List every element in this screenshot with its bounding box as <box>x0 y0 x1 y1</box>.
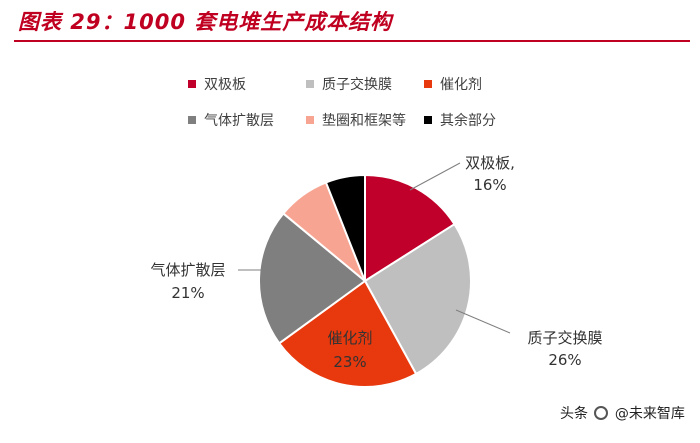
watermark: 头条 @未来智库 <box>560 403 685 423</box>
data-label-membrane-value: 26% <box>548 351 581 369</box>
legend-item-bipolar-plate: 双极板 <box>188 74 306 94</box>
legend-item-catalyst: 催化剂 <box>424 74 554 94</box>
data-label-bipolar-plate-value: 16% <box>473 176 506 194</box>
legend-label: 垫圈和框架等 <box>322 113 406 129</box>
page-title: 图表 29：1000 套电堆生产成本结构 <box>18 10 393 34</box>
data-label-catalyst-value: 23% <box>333 353 366 371</box>
title-rule <box>14 40 690 42</box>
pie-slice-other <box>324 173 366 282</box>
chart-legend: 双极板 质子交换膜 催化剂 气体扩散层 垫圈和框架等 其余部分 <box>188 74 568 130</box>
leader-lines <box>238 162 511 334</box>
legend-swatch <box>188 80 196 88</box>
legend-swatch <box>306 116 314 124</box>
pie-slice-membrane <box>363 222 472 376</box>
pie-slices <box>258 173 472 388</box>
legend-item-gasket-frame: 垫圈和框架等 <box>306 110 424 130</box>
legend-label: 其余部分 <box>440 113 496 129</box>
legend-item-gas-diffusion-layer: 气体扩散层 <box>188 110 306 130</box>
legend-label: 质子交换膜 <box>322 77 392 93</box>
legend-swatch <box>424 80 432 88</box>
leader-line-bipolar-plate <box>409 162 461 191</box>
pie-slice-catalyst <box>277 279 418 388</box>
watermark-source-left: 头条 <box>560 406 588 422</box>
legend-label: 双极板 <box>204 77 246 93</box>
pie-slice-gas-diffusion-layer <box>258 212 367 345</box>
data-label-catalyst-name: 催化剂 <box>327 329 372 347</box>
legend-item-membrane: 质子交换膜 <box>306 74 424 94</box>
data-label-membrane-name: 质子交换膜 <box>527 329 602 347</box>
pie-slice-bipolar-plate <box>364 173 456 283</box>
data-label-gas-diffusion-value: 21% <box>171 284 204 302</box>
legend-swatch <box>424 116 432 124</box>
legend-item-other: 其余部分 <box>424 110 554 130</box>
legend-label: 催化剂 <box>440 77 482 93</box>
leader-line-membrane <box>455 309 511 334</box>
legend-swatch <box>306 80 314 88</box>
data-label-bipolar-plate-name: 双极板, <box>465 154 515 172</box>
watermark-source-right: @未来智库 <box>614 406 685 422</box>
data-label-gas-diffusion-name: 气体扩散层 <box>150 261 225 279</box>
legend-swatch <box>188 116 196 124</box>
gear-icon <box>594 406 609 420</box>
legend-label: 气体扩散层 <box>204 113 274 129</box>
